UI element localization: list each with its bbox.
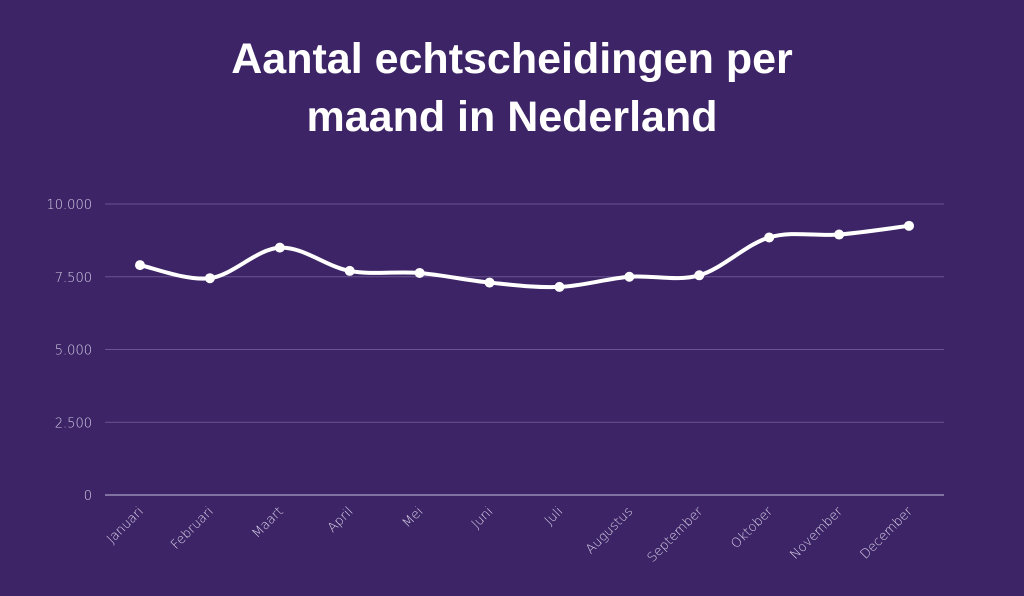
chart-title: Aantal echtscheidingen per maand in Nede… [0, 30, 1024, 146]
x-tick-label: Augustus [583, 504, 636, 557]
data-point [484, 277, 495, 288]
x-tick-label: April [325, 504, 357, 536]
series-line [138, 223, 911, 290]
data-point [694, 270, 705, 281]
y-tick-label: 7.500 [55, 271, 92, 286]
data-point [414, 267, 425, 278]
title-line-2: maand in Nederland [306, 93, 718, 141]
x-tick-label: Februari [168, 504, 216, 552]
data-point [624, 271, 635, 282]
y-tick-label: 0 [84, 489, 92, 504]
data-point [135, 260, 145, 271]
x-tick-label: Juni [469, 504, 497, 532]
data-point [904, 220, 914, 231]
data-point [204, 273, 215, 284]
y-tick-label: 5.000 [55, 344, 92, 359]
data-point [554, 281, 565, 292]
data-point [344, 265, 355, 276]
x-tick-label: November [787, 504, 846, 563]
y-tick-label: 10.000 [47, 198, 93, 213]
x-tick-label: Mei [400, 504, 427, 531]
x-tick-label: Juli [542, 504, 566, 528]
data-point [274, 242, 285, 253]
x-tick-label: Maart [249, 504, 286, 541]
data-point [834, 229, 845, 240]
x-tick-label: Oktober [728, 504, 776, 552]
title-line-1: Aantal echtscheidingen per [231, 35, 793, 83]
x-tick-label: Januari [104, 504, 147, 547]
data-point [764, 232, 775, 243]
y-tick-label: 2.500 [55, 416, 92, 431]
x-tick-label: December [858, 504, 917, 563]
x-tick-label: September [645, 504, 707, 566]
